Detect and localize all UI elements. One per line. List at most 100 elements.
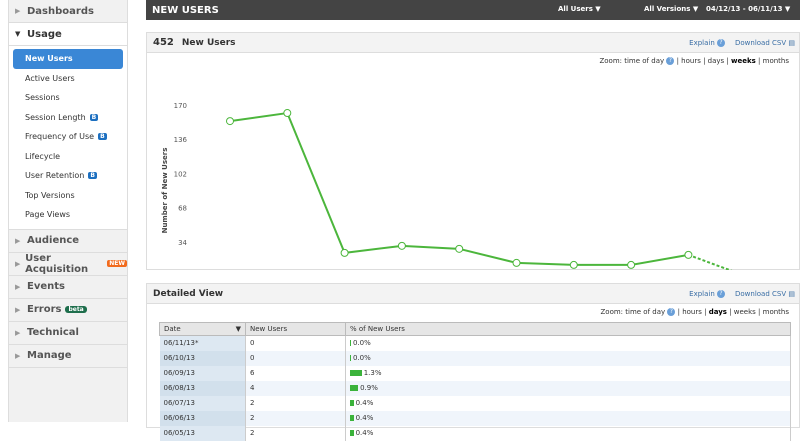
sidebar-item-page-views[interactable]: Page Views (13, 205, 123, 225)
detail-panel: Detailed View Explain ? Download CSV ▤ Z… (146, 283, 800, 441)
download-csv-link[interactable]: Download CSV ▤ (735, 290, 795, 298)
percent-bar (350, 400, 354, 406)
sidebar-section-user-acquisition[interactable]: ▶ User Acquisition NEW (9, 252, 127, 276)
sidebar-item-label: Page Views (25, 210, 71, 220)
versions-filter-dropdown[interactable]: All Versions ▼ (644, 5, 699, 13)
triangle-right-icon: ▶ (15, 328, 21, 337)
data-point[interactable] (627, 260, 636, 269)
detail-panel-header: Detailed View (147, 284, 799, 304)
date-range-dropdown[interactable]: 04/12/13 - 06/11/13 ▼ (706, 5, 791, 13)
sidebar-section-events[interactable]: ▶ Events (9, 275, 127, 299)
help-icon: ? (666, 57, 675, 65)
table-row: 06/08/13 4 0.9% (159, 380, 791, 396)
date-cell: 06/08/13 (159, 380, 246, 396)
zoom-option-weeks[interactable]: weeks (731, 57, 756, 65)
data-point[interactable] (283, 109, 292, 118)
percent-cell: 0.4% (345, 425, 791, 441)
chart-panel-header: 452 New Users (147, 33, 799, 53)
new-users-cell: 2 (245, 425, 346, 441)
page-title: NEW USERS (152, 4, 219, 16)
section-badge: NEW (107, 260, 127, 267)
zoom-option-months[interactable]: months (762, 308, 789, 316)
csv-file-icon: ▤ (788, 290, 795, 298)
chart-panel-title: New Users (181, 37, 236, 48)
percent-bar (350, 385, 359, 391)
users-filter-label: All Users (558, 5, 593, 13)
sidebar-section-label: Events (27, 281, 65, 292)
data-point[interactable] (512, 258, 521, 267)
column-header-date[interactable]: Date ▼ (159, 322, 246, 336)
y-axis-label: Number of New Users (161, 148, 169, 234)
help-icon: ? (717, 290, 725, 298)
versions-filter-label: All Versions (644, 5, 691, 13)
explain-link[interactable]: Explain ? (689, 39, 725, 47)
sidebar-item-user-retention[interactable]: User Retention B (13, 166, 123, 186)
sidebar-section-label: Manage (27, 350, 72, 361)
percent-bar (350, 430, 354, 436)
date-cell: 06/05/13 (159, 425, 246, 441)
zoom-option-hours[interactable]: hours (681, 57, 701, 65)
sidebar-section-technical[interactable]: ▶ Technical (9, 321, 127, 345)
triangle-right-icon: ▶ (15, 282, 21, 291)
column-header-new-users[interactable]: New Users (245, 322, 346, 336)
zoom-option-weeks[interactable]: weeks (733, 308, 756, 316)
zoom-option-days[interactable]: days (708, 308, 727, 316)
data-point[interactable] (569, 260, 578, 269)
sidebar-item-lifecycle[interactable]: Lifecycle (13, 147, 123, 167)
usage-submenu: New Users Active Users Sessions Session Len… (9, 46, 127, 230)
sidebar-section-errors[interactable]: ▶ Errors beta (9, 298, 127, 322)
download-csv-link[interactable]: Download CSV ▤ (735, 39, 795, 47)
table-row: 06/11/13* 0 0.0% (159, 335, 791, 351)
zoom-option-time-of-day[interactable]: time of day (625, 308, 666, 316)
table-row: 06/10/13 0 0.0% (159, 350, 791, 366)
zoom-option-time-of-day[interactable]: time of day (624, 57, 665, 65)
table-row: 06/07/13 2 0.4% (159, 395, 791, 411)
zoom-option-hours[interactable]: hours (682, 308, 702, 316)
users-filter-dropdown[interactable]: All Users ▼ (558, 5, 601, 13)
data-point[interactable] (397, 241, 406, 250)
table-row: 06/05/13 2 0.4% (159, 425, 791, 441)
sidebar-item-session-length[interactable]: Session Length B (13, 108, 123, 128)
table-row: 06/06/13 2 0.4% (159, 410, 791, 426)
sidebar-item-sessions[interactable]: Sessions (13, 88, 123, 108)
sidebar-item-label: Frequency of Use (25, 132, 95, 142)
triangle-right-icon: ▶ (15, 7, 21, 15)
sidebar-item-top-versions[interactable]: Top Versions (13, 186, 123, 206)
help-icon: ? (667, 308, 676, 316)
sidebar-section-usage[interactable]: ▼ Usage (9, 23, 127, 46)
zoom-option-months[interactable]: months (762, 57, 789, 65)
percent-cell: 0.4% (345, 410, 791, 426)
table-row: 06/09/13 6 1.3% (159, 365, 791, 381)
sidebar-section-manage[interactable]: ▶ Manage (9, 344, 127, 368)
data-point[interactable] (340, 248, 349, 257)
sidebar-section-audience[interactable]: ▶ Audience (9, 229, 127, 253)
data-point[interactable] (455, 244, 464, 253)
y-tick-label: 102 (174, 170, 187, 178)
zoom-option-days[interactable]: days (707, 57, 725, 65)
date-cell: 06/10/13 (159, 350, 246, 366)
zoom-label: Zoom: (600, 308, 624, 316)
y-tick-label: 136 (174, 136, 188, 144)
y-tick-label: 34 (178, 239, 187, 247)
sidebar-item-new-users[interactable]: New Users (13, 49, 123, 69)
triangle-right-icon: ▶ (15, 351, 21, 360)
sidebar-section-dashboards[interactable]: ▶ Dashboards (9, 0, 127, 23)
detail-zoom-options: Zoom: time of day ? | hours | days | wee… (600, 308, 789, 316)
csv-file-icon: ▤ (788, 39, 795, 47)
percent-bar (350, 415, 354, 421)
sidebar-item-frequency-of-use[interactable]: Frequency of Use B (13, 127, 123, 147)
column-header--of-new-users[interactable]: % of New Users (345, 322, 791, 336)
detail-panel-title: Detailed View (153, 288, 224, 299)
sidebar-section-label: Technical (27, 327, 79, 338)
data-point[interactable] (684, 250, 693, 259)
sidebar-item-active-users[interactable]: Active Users (13, 69, 123, 89)
explain-link[interactable]: Explain ? (689, 290, 725, 298)
sidebar-item-label: Lifecycle (25, 151, 61, 161)
sidebar-section-label: Errors (27, 304, 62, 315)
detail-table: Date ▼ New Users% of New Users 06/11/13* 0 0.… (159, 322, 791, 441)
y-tick-label: 170 (174, 102, 187, 110)
sidebar-item-label: Session Length (25, 112, 86, 122)
percent-cell: 0.4% (345, 395, 791, 411)
sort-desc-icon[interactable]: ▼ (235, 325, 241, 333)
data-point[interactable] (226, 117, 234, 126)
